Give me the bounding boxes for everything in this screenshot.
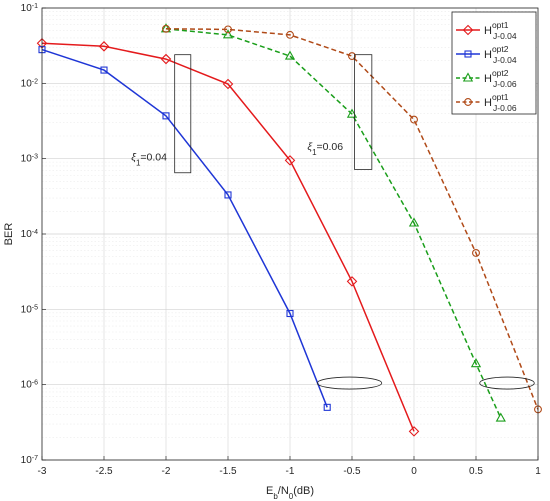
- y-tick-label: 10-3: [21, 153, 38, 165]
- x-tick-label: 0: [411, 466, 417, 477]
- y-tick-label: 10-6: [21, 379, 38, 391]
- x-tick-label: -1.5: [219, 466, 237, 477]
- x-axis-label: Eb/N0(dB): [266, 485, 314, 501]
- y-tick-labels: 10-7 10-6 10-5 10-4 10-3 10-2 10-1: [21, 3, 38, 467]
- region-ellipse: [316, 376, 383, 390]
- legend-entry-4: Hopt1 J-0.06: [484, 92, 517, 113]
- plot-frame: [41, 7, 539, 461]
- x-tick-label: -3: [38, 466, 47, 477]
- y-axis-label: BER: [3, 223, 15, 246]
- data-point-triangle: [462, 72, 474, 82]
- data-point-circle: [472, 249, 480, 257]
- data-point-triangle: [284, 50, 296, 60]
- xi-annotation: ξ1=0.04: [131, 151, 167, 167]
- data-point-triangle: [495, 412, 506, 422]
- data-point-square: [162, 112, 170, 120]
- data-point-triangle: [222, 29, 234, 39]
- y-tick-label: 10-4: [21, 229, 38, 241]
- x-tick-label: -0.5: [343, 466, 361, 477]
- data-point-diamond: [98, 41, 110, 52]
- series-line-2: [41, 48, 328, 408]
- legend: Hopt1 J-0.04 Hopt2 J-0.04 Hopt2 J-0.06 Hopt1 J-…: [451, 11, 537, 115]
- data-point-circle: [224, 25, 232, 34]
- data-point-square: [224, 191, 232, 199]
- data-point-circle: [348, 52, 356, 61]
- data-point-circle: [410, 115, 418, 124]
- data-point-diamond: [346, 276, 358, 287]
- x-tick-label: -2: [162, 466, 171, 477]
- region-rectangle: [174, 54, 192, 174]
- series-line-3: [165, 28, 502, 419]
- data-point-square: [286, 309, 294, 318]
- series-line-1: [41, 42, 415, 432]
- data-point-diamond: [160, 53, 172, 65]
- data-point-triangle: [408, 217, 420, 227]
- legend-box: [451, 11, 537, 115]
- x-tick-label: 0.5: [469, 466, 483, 477]
- data-point-circle: [286, 30, 294, 39]
- data-point-diamond: [284, 155, 296, 166]
- data-point-triangle: [470, 358, 482, 368]
- series-line-4: [165, 28, 539, 410]
- data-point-circle: [464, 98, 472, 106]
- y-tick-label: 10-2: [21, 78, 38, 90]
- plot-marks: ξ1=0.04 ξ1=0.06: [36, 23, 542, 437]
- region-rectangle: [354, 54, 373, 170]
- y-tick-label: 10-5: [21, 304, 38, 316]
- data-point-diamond: [462, 24, 474, 36]
- x-tick-label: -2.5: [95, 466, 113, 477]
- data-point-square: [464, 50, 472, 58]
- legend-entry-1: Hopt1 J-0.04: [484, 20, 517, 41]
- y-tick-label: 10-1: [21, 3, 38, 15]
- data-point-square: [100, 66, 108, 74]
- data-point-square: [323, 403, 331, 411]
- legend-entry-2: Hopt2 J-0.04: [484, 44, 517, 65]
- data-point-circle: [162, 24, 170, 33]
- region-ellipse: [479, 376, 535, 390]
- legend-entry-3: Hopt2 J-0.06: [484, 68, 517, 89]
- data-point-diamond: [222, 78, 234, 90]
- xi-annotation: ξ1=0.06: [307, 141, 343, 157]
- x-tick-label: 1: [535, 466, 541, 477]
- x-tick-label: -1: [286, 466, 295, 477]
- y-tick-label: 10-7: [21, 455, 38, 467]
- data-point-diamond: [408, 426, 420, 437]
- x-tick-labels: -3 -2.5 -2 -1.5 -1 -0.5 0 0.5 1: [38, 466, 542, 477]
